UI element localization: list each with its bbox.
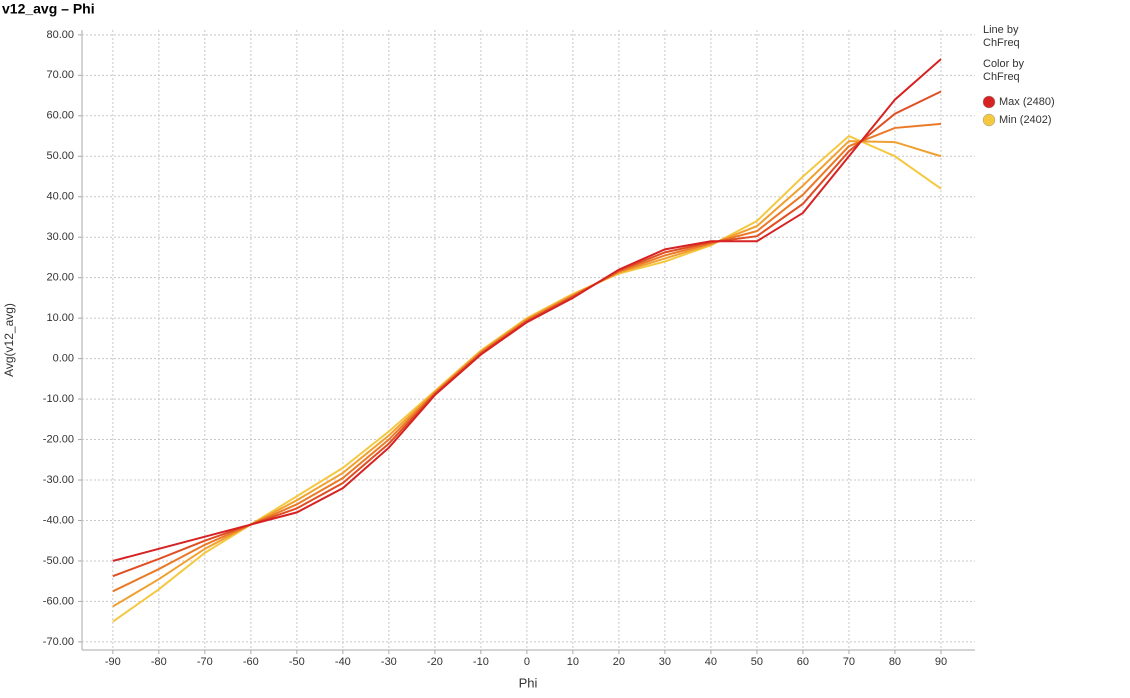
legend-swatch <box>982 95 996 109</box>
y-axis-label: Avg(v12_avg) <box>2 303 16 377</box>
x-tick-label: -50 <box>289 656 305 668</box>
x-tick-label: 10 <box>567 656 579 668</box>
x-tick-label: 0 <box>524 656 530 668</box>
y-tick-label: -20.00 <box>43 433 74 445</box>
legend-label: Max (2480) <box>999 96 1055 108</box>
x-tick-label: -30 <box>381 656 397 668</box>
x-axis-label: Phi <box>519 675 538 690</box>
x-tick-label: 90 <box>935 656 947 668</box>
x-tick-label: 80 <box>889 656 901 668</box>
y-tick-label: -10.00 <box>43 393 74 405</box>
y-tick-label: 10.00 <box>46 312 74 324</box>
x-tick-label: -70 <box>197 656 213 668</box>
y-tick-label: 60.00 <box>46 110 74 122</box>
series-line <box>112 58 942 562</box>
y-tick-label: -40.00 <box>43 514 74 526</box>
x-tick-label: -40 <box>335 656 351 668</box>
legend-heading: ChFreq <box>983 37 1020 49</box>
y-tick-label: 50.00 <box>46 150 74 162</box>
y-tick-label: 80.00 <box>46 29 74 41</box>
x-tick-label: 60 <box>797 656 809 668</box>
legend-heading: ChFreq <box>983 71 1020 83</box>
y-tick-label: 30.00 <box>46 231 74 243</box>
x-tick-label: 30 <box>659 656 671 668</box>
x-tick-label: -90 <box>105 656 121 668</box>
chart-title: v12_avg – Phi <box>2 1 95 17</box>
y-tick-label: 0.00 <box>53 353 74 365</box>
legend-label: Min (2402) <box>999 114 1052 126</box>
x-tick-label: -20 <box>427 656 443 668</box>
x-tick-label: -10 <box>473 656 489 668</box>
legend-swatch <box>982 113 996 127</box>
y-tick-label: -70.00 <box>43 636 74 648</box>
x-tick-label: -60 <box>243 656 259 668</box>
x-tick-label: 50 <box>751 656 763 668</box>
y-tick-label: 40.00 <box>46 191 74 203</box>
y-tick-label: -60.00 <box>43 595 74 607</box>
y-tick-label: -50.00 <box>43 555 74 567</box>
y-tick-label: 20.00 <box>46 272 74 284</box>
legend-heading: Color by <box>983 58 1024 70</box>
x-tick-label: 70 <box>843 656 855 668</box>
x-tick-label: 40 <box>705 656 717 668</box>
y-tick-label: -30.00 <box>43 474 74 486</box>
x-tick-label: 20 <box>613 656 625 668</box>
legend-heading: Line by <box>983 24 1019 36</box>
y-tick-label: 70.00 <box>46 69 74 81</box>
x-tick-label: -80 <box>151 656 167 668</box>
